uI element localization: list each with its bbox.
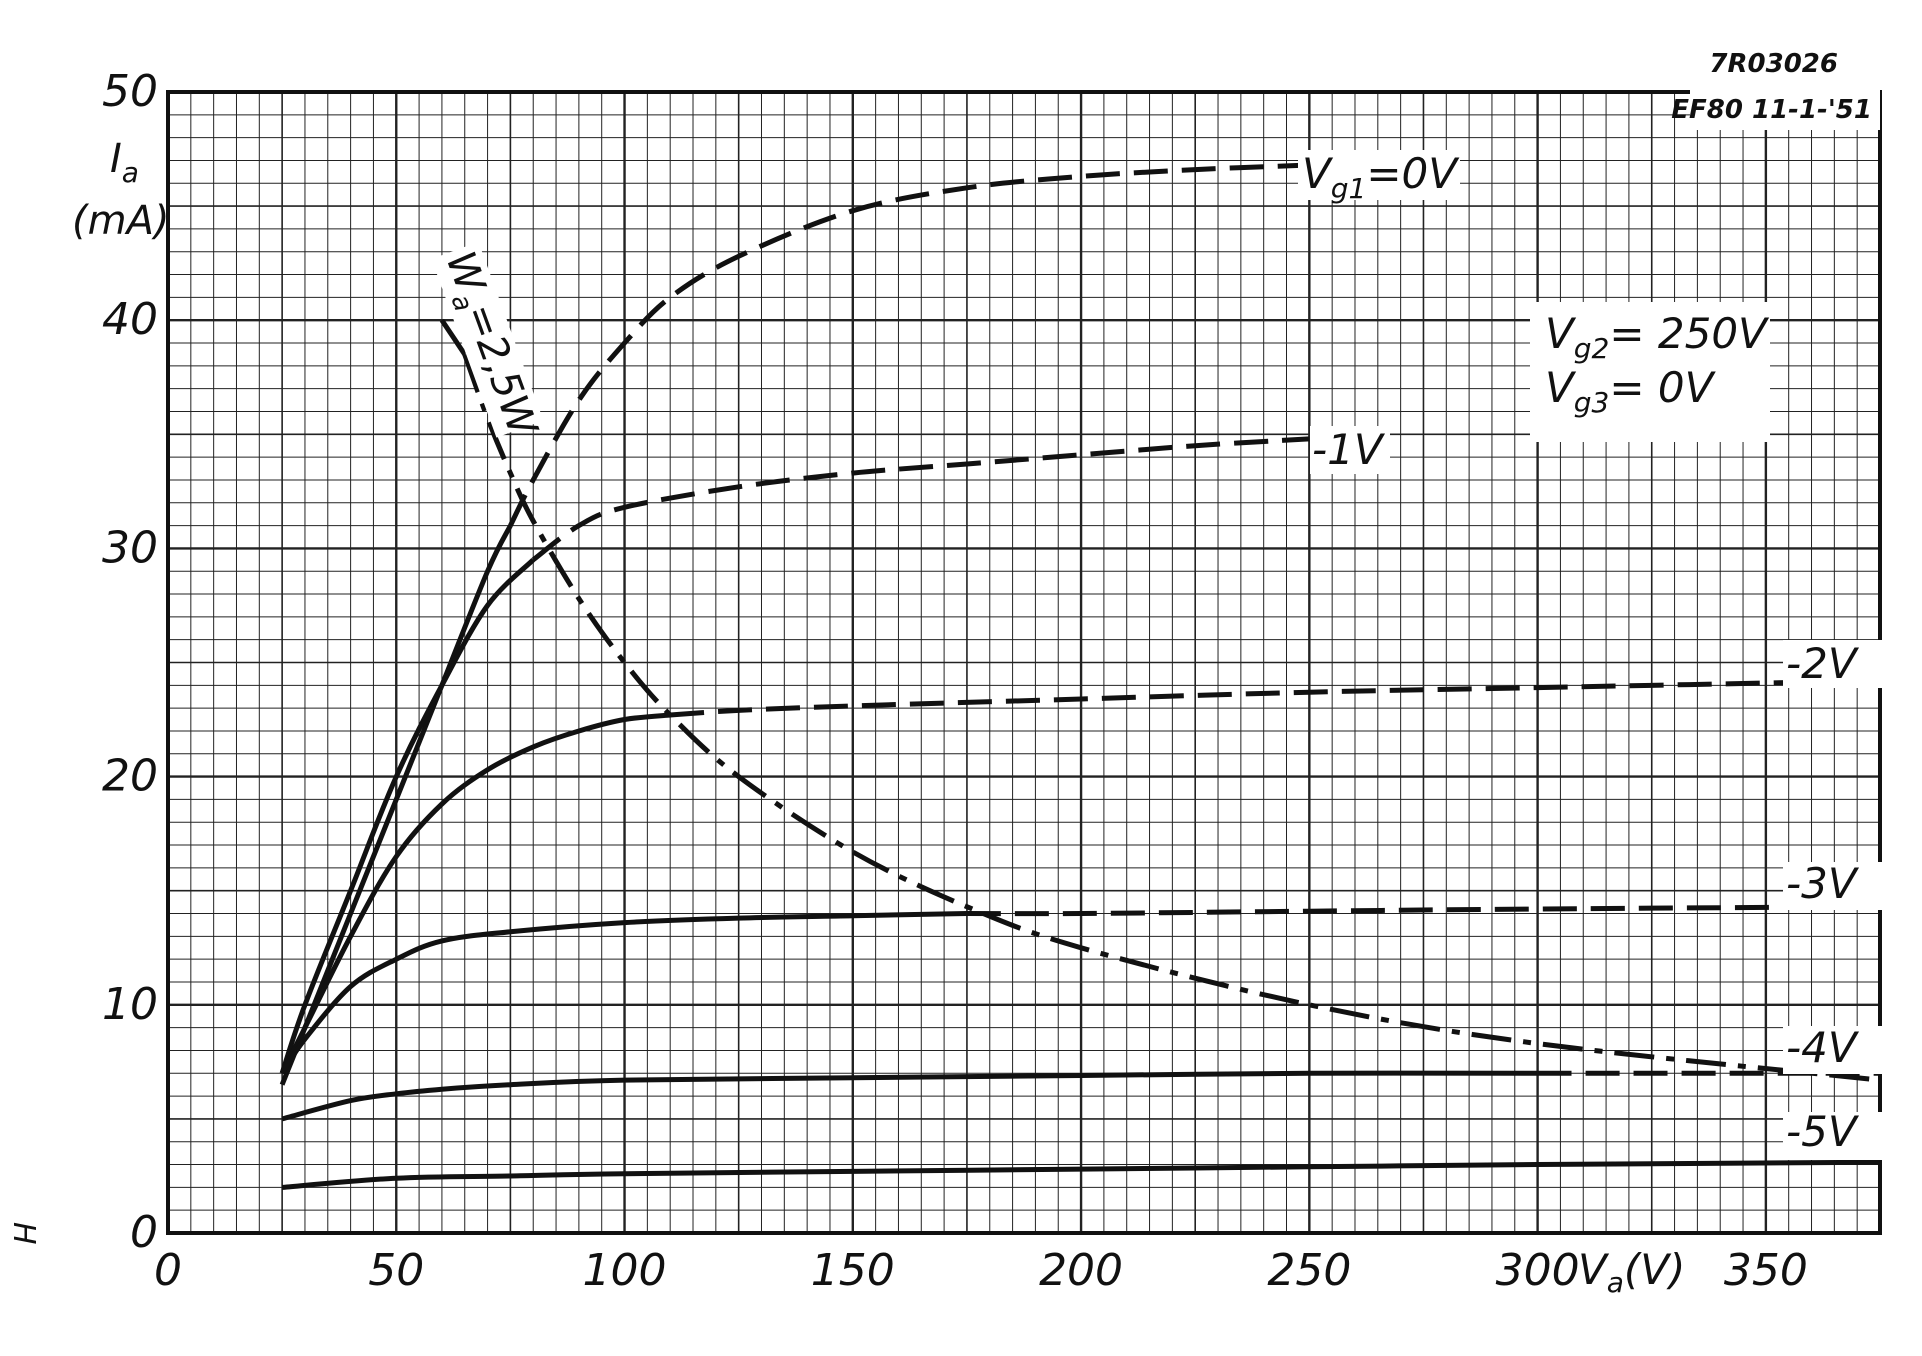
x-axis-subscript: a (1607, 1266, 1624, 1299)
x-tick-label: 0 (154, 1245, 182, 1296)
label-bg-2v (1783, 640, 1883, 688)
series-line-wa-solid (439, 318, 467, 356)
series-line-dashed (966, 904, 1881, 917)
series-label-minus-2v: -2V (1786, 639, 1860, 688)
series-label-minus-4v: -4V (1786, 1023, 1860, 1072)
x-axis-unit: (V) (1624, 1245, 1686, 1294)
series-2 (279, 678, 1881, 1075)
x-tick-label: 50 (368, 1245, 424, 1296)
series-line-solid (280, 911, 967, 1075)
margin-mark: H (6, 1222, 41, 1245)
conditions: Vg2= 250V Vg3= 0V (1545, 309, 1770, 419)
x-tick-label: 350 (1724, 1245, 1808, 1296)
y-tick-label: 50 (102, 66, 158, 117)
label-bg-wa (431, 241, 544, 438)
series-6 (439, 318, 1881, 1083)
y-tick-label: 20 (102, 751, 158, 802)
x-tick-label: 200 (1039, 1245, 1123, 1296)
tick-labels: 0 50 100 150 200 250 300 350 0 10 20 30 40 50 (102, 66, 1808, 1296)
label-bg-1v (1310, 426, 1390, 474)
series-line-dashed (531, 436, 1310, 562)
series-label-vg1-0v: Vg1=0V (1302, 149, 1460, 205)
series-group (279, 162, 1881, 1190)
series-line-solid (281, 1159, 1881, 1190)
x-tick-label: 300 (1496, 1245, 1580, 1296)
x-axis-symbol: V (1578, 1245, 1610, 1294)
y-tick-label: 0 (130, 1207, 158, 1258)
series-3 (280, 904, 1881, 1075)
y-axis-subscript: a (122, 156, 139, 189)
x-tick-label: 150 (811, 1245, 895, 1296)
corner-code: 7R03026 (1709, 49, 1838, 79)
condition-vg2: Vg2= 250V (1545, 309, 1770, 365)
y-axis-unit: (mA) (72, 198, 170, 244)
series-label-minus-3v: -3V (1786, 859, 1860, 908)
label-bg-3v (1783, 862, 1883, 910)
svg-text:Ia: Ia (110, 136, 139, 189)
label-bg-vg1 (1298, 150, 1460, 200)
x-tick-label: 250 (1267, 1245, 1351, 1296)
series-line-solid (281, 1070, 1538, 1122)
label-bg-5v (1783, 1112, 1883, 1160)
series-line-dashed (508, 162, 1310, 527)
conditions-box (1530, 302, 1770, 442)
y-tick-label: 40 (102, 294, 158, 345)
series-line-solid (279, 557, 535, 1075)
label-bg-4v (1783, 1026, 1883, 1074)
y-tick-label: 10 (102, 979, 158, 1030)
y-axis-title: Ia (mA) (72, 136, 170, 244)
subtitle-box (1690, 90, 1880, 130)
x-axis-title: Va(V) (1578, 1245, 1685, 1299)
y-tick-label: 30 (102, 522, 158, 573)
series-line-wa-dashed (462, 353, 1881, 1083)
series-line-dashed (670, 678, 1881, 718)
series-line-solid (279, 712, 671, 1075)
condition-vg3: Vg3= 0V (1545, 363, 1717, 419)
series-5 (281, 1159, 1881, 1190)
chart-subtitle: EF80 11-1-'51 (1671, 95, 1872, 125)
series-label-minus-5v: -5V (1786, 1107, 1860, 1156)
x-tick-label: 100 (583, 1245, 667, 1296)
y-axis-symbol: I (110, 136, 122, 182)
series-1 (279, 436, 1310, 1075)
series-label-minus-1v: -1V (1312, 425, 1386, 474)
